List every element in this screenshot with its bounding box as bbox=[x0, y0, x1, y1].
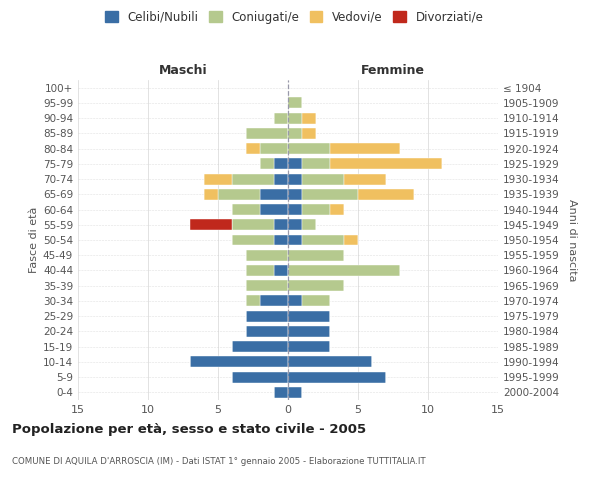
Legend: Celibi/Nubili, Coniugati/e, Vedovi/e, Divorziati/e: Celibi/Nubili, Coniugati/e, Vedovi/e, Di… bbox=[100, 6, 488, 28]
Bar bbox=[260, 158, 274, 170]
Bar bbox=[288, 234, 302, 246]
Bar bbox=[246, 326, 288, 337]
Bar bbox=[232, 372, 288, 382]
Bar bbox=[288, 296, 302, 306]
Bar bbox=[288, 112, 302, 124]
Bar bbox=[274, 158, 288, 170]
Bar bbox=[302, 189, 358, 200]
Bar bbox=[232, 341, 288, 352]
Bar bbox=[246, 143, 260, 154]
Bar bbox=[288, 189, 302, 200]
Bar bbox=[302, 204, 330, 215]
Bar bbox=[246, 310, 288, 322]
Bar bbox=[190, 220, 232, 230]
Bar bbox=[288, 220, 302, 230]
Bar bbox=[246, 265, 274, 276]
Bar bbox=[190, 356, 288, 368]
Bar bbox=[288, 372, 386, 382]
Y-axis label: Fasce di età: Fasce di età bbox=[29, 207, 39, 273]
Bar bbox=[232, 220, 274, 230]
Bar bbox=[288, 326, 330, 337]
Bar bbox=[288, 204, 302, 215]
Bar bbox=[274, 112, 288, 124]
Bar bbox=[344, 234, 358, 246]
Bar bbox=[302, 234, 344, 246]
Bar bbox=[260, 143, 288, 154]
Bar bbox=[260, 204, 288, 215]
Bar bbox=[302, 158, 330, 170]
Bar bbox=[274, 220, 288, 230]
Bar bbox=[288, 310, 330, 322]
Bar bbox=[288, 280, 344, 291]
Bar bbox=[260, 296, 288, 306]
Bar bbox=[246, 280, 288, 291]
Bar bbox=[288, 341, 330, 352]
Bar bbox=[288, 265, 400, 276]
Bar bbox=[344, 174, 386, 184]
Bar bbox=[302, 128, 316, 139]
Y-axis label: Anni di nascita: Anni di nascita bbox=[566, 198, 577, 281]
Bar bbox=[246, 250, 288, 260]
Bar bbox=[246, 128, 288, 139]
Bar bbox=[232, 234, 274, 246]
Bar bbox=[288, 356, 372, 368]
Bar bbox=[330, 158, 442, 170]
Bar bbox=[302, 174, 344, 184]
Bar bbox=[204, 189, 218, 200]
Bar bbox=[330, 204, 344, 215]
Text: Popolazione per età, sesso e stato civile - 2005: Popolazione per età, sesso e stato civil… bbox=[12, 422, 366, 436]
Text: Maschi: Maschi bbox=[158, 64, 208, 77]
Text: COMUNE DI AQUILA D'ARROSCIA (IM) - Dati ISTAT 1° gennaio 2005 - Elaborazione TUT: COMUNE DI AQUILA D'ARROSCIA (IM) - Dati … bbox=[12, 458, 425, 466]
Bar bbox=[330, 143, 400, 154]
Bar bbox=[274, 265, 288, 276]
Bar bbox=[288, 158, 302, 170]
Bar bbox=[288, 174, 302, 184]
Bar bbox=[288, 128, 302, 139]
Bar bbox=[358, 189, 414, 200]
Bar bbox=[302, 220, 316, 230]
Bar bbox=[302, 296, 330, 306]
Bar bbox=[274, 387, 288, 398]
Bar bbox=[288, 250, 344, 260]
Bar bbox=[232, 174, 274, 184]
Bar bbox=[302, 112, 316, 124]
Text: Femmine: Femmine bbox=[361, 64, 425, 77]
Bar bbox=[274, 234, 288, 246]
Bar bbox=[288, 98, 302, 108]
Bar bbox=[274, 174, 288, 184]
Bar bbox=[288, 387, 302, 398]
Bar bbox=[288, 143, 330, 154]
Bar bbox=[260, 189, 288, 200]
Bar bbox=[246, 296, 260, 306]
Bar bbox=[218, 189, 260, 200]
Bar bbox=[232, 204, 260, 215]
Bar bbox=[204, 174, 232, 184]
